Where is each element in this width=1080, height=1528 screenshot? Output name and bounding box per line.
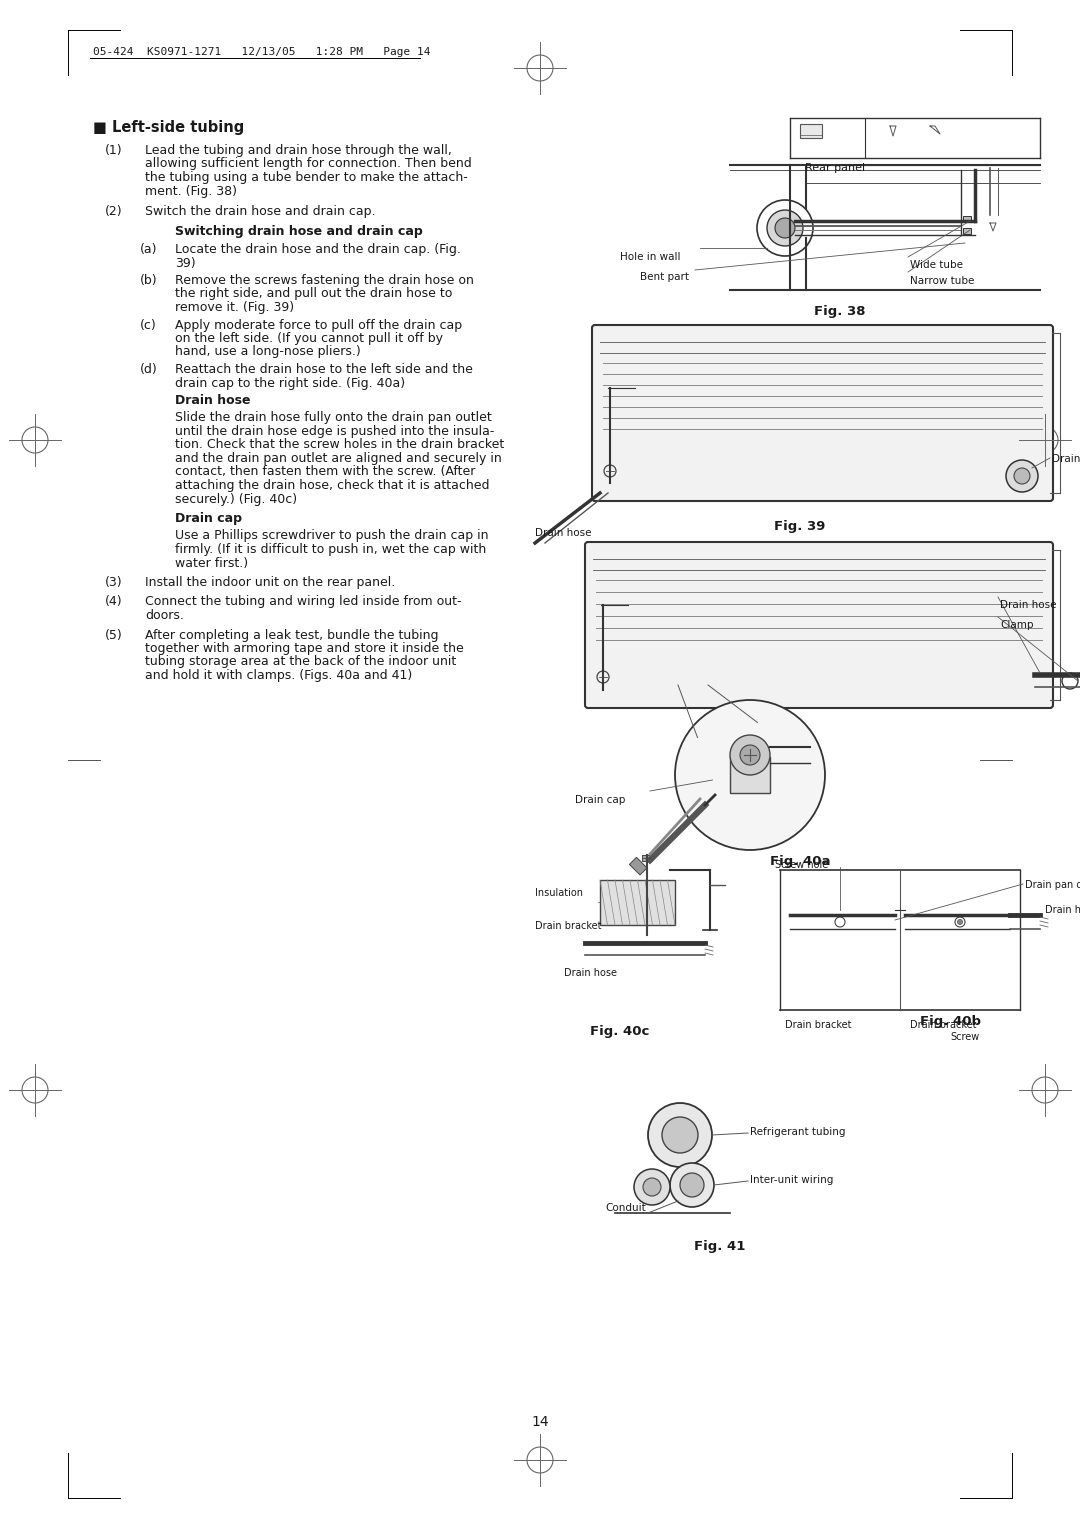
Text: tubing storage area at the back of the indoor unit: tubing storage area at the back of the i… [145, 656, 456, 669]
Text: firmly. (If it is difficult to push in, wet the cap with: firmly. (If it is difficult to push in, … [175, 542, 486, 556]
Text: Fig. 40c: Fig. 40c [591, 1025, 650, 1038]
Text: Bent part: Bent part [640, 272, 689, 283]
Circle shape [634, 1169, 670, 1206]
Text: Drain hose: Drain hose [1045, 905, 1080, 915]
Text: allowing sufficient length for connection. Then bend: allowing sufficient length for connectio… [145, 157, 472, 171]
Text: (2): (2) [105, 205, 123, 219]
Bar [963, 228, 971, 234]
Bar [963, 215, 971, 222]
Text: After completing a leak test, bundle the tubing: After completing a leak test, bundle the… [145, 628, 438, 642]
Text: Switching drain hose and drain cap: Switching drain hose and drain cap [175, 226, 422, 238]
Text: Inter-unit wiring: Inter-unit wiring [750, 1175, 834, 1186]
Text: Drain hose: Drain hose [1000, 601, 1056, 610]
Circle shape [670, 1163, 714, 1207]
Circle shape [958, 920, 962, 924]
Text: Drain cap: Drain cap [575, 795, 625, 805]
Bar [630, 857, 647, 876]
Text: Lead the tubing and drain hose through the wall,: Lead the tubing and drain hose through t… [145, 144, 451, 157]
Text: Fig. 41: Fig. 41 [694, 1241, 745, 1253]
Text: Connect the tubing and wiring led inside from out-: Connect the tubing and wiring led inside… [145, 596, 461, 608]
Text: Drain bracket: Drain bracket [910, 1021, 976, 1030]
Text: Wide tube: Wide tube [910, 260, 963, 270]
Text: (a): (a) [140, 243, 158, 257]
Text: together with armoring tape and store it inside the: together with armoring tape and store it… [145, 642, 463, 656]
Text: (b): (b) [140, 274, 158, 287]
FancyBboxPatch shape [585, 542, 1053, 707]
Text: and hold it with clamps. (Figs. 40a and 41): and hold it with clamps. (Figs. 40a and … [145, 669, 413, 681]
FancyBboxPatch shape [592, 325, 1053, 501]
Circle shape [643, 1178, 661, 1196]
Circle shape [767, 209, 804, 246]
Circle shape [648, 1103, 712, 1167]
Text: Drain cap: Drain cap [175, 512, 242, 526]
Text: Insulation: Insulation [535, 888, 583, 898]
Text: Conduit: Conduit [605, 1203, 646, 1213]
Text: Remove the screws fastening the drain hose on: Remove the screws fastening the drain ho… [175, 274, 474, 287]
Text: Switch the drain hose and drain cap.: Switch the drain hose and drain cap. [145, 205, 376, 219]
Text: Narrow tube: Narrow tube [910, 277, 974, 286]
Text: Apply moderate force to pull off the drain cap: Apply moderate force to pull off the dra… [175, 318, 462, 332]
Text: Fig. 38: Fig. 38 [814, 306, 866, 318]
Text: Drain bracket: Drain bracket [535, 921, 602, 931]
Text: water first.): water first.) [175, 556, 248, 570]
Text: Drain bracket: Drain bracket [785, 1021, 851, 1030]
Text: Reattach the drain hose to the left side and the: Reattach the drain hose to the left side… [175, 364, 473, 376]
Text: 39): 39) [175, 257, 195, 269]
Text: (5): (5) [105, 628, 123, 642]
Circle shape [662, 1117, 698, 1154]
Text: doors.: doors. [145, 610, 184, 622]
Text: (c): (c) [140, 318, 157, 332]
Circle shape [775, 219, 795, 238]
Text: Drain cap: Drain cap [1052, 454, 1080, 465]
Text: Fig. 40a: Fig. 40a [770, 856, 831, 868]
Circle shape [730, 735, 770, 775]
Circle shape [740, 746, 760, 766]
Text: Clamp: Clamp [1000, 620, 1034, 630]
Text: Screw: Screw [950, 1031, 980, 1042]
Text: contact, then fasten them with the screw. (After: contact, then fasten them with the screw… [175, 466, 475, 478]
Circle shape [1014, 468, 1030, 484]
Text: the tubing using a tube bender to make the attach-: the tubing using a tube bender to make t… [145, 171, 468, 183]
Bar [600, 880, 675, 924]
Text: 14: 14 [531, 1415, 549, 1429]
Text: Screw hole: Screw hole [775, 860, 828, 869]
Bar [642, 856, 652, 860]
Text: securely.) (Fig. 40c): securely.) (Fig. 40c) [175, 492, 297, 506]
Text: ment. (Fig. 38): ment. (Fig. 38) [145, 185, 237, 197]
Text: (3): (3) [105, 576, 123, 588]
Text: on the left side. (If you cannot pull it off by: on the left side. (If you cannot pull it… [175, 332, 443, 345]
Text: (1): (1) [105, 144, 123, 157]
Text: the right side, and pull out the drain hose to: the right side, and pull out the drain h… [175, 287, 453, 301]
Text: drain cap to the right side. (Fig. 40a): drain cap to the right side. (Fig. 40a) [175, 376, 405, 390]
Text: Locate the drain hose and the drain cap. (Fig.: Locate the drain hose and the drain cap.… [175, 243, 461, 257]
Bar [730, 756, 770, 793]
Text: Hole in wall: Hole in wall [620, 252, 680, 261]
Circle shape [680, 1174, 704, 1196]
Text: ■ Left-side tubing: ■ Left-side tubing [93, 121, 244, 134]
Text: Rear panel: Rear panel [805, 163, 865, 173]
Text: Drain hose: Drain hose [535, 529, 592, 538]
Text: (4): (4) [105, 596, 123, 608]
Text: Drain hose: Drain hose [564, 969, 617, 978]
Text: Fig. 39: Fig. 39 [774, 520, 826, 533]
Text: Fig. 40b: Fig. 40b [919, 1015, 981, 1028]
Text: and the drain pan outlet are aligned and securely in: and the drain pan outlet are aligned and… [175, 452, 502, 465]
Text: Refrigerant tubing: Refrigerant tubing [750, 1128, 846, 1137]
Circle shape [675, 700, 825, 850]
Text: hand, use a long-nose pliers.): hand, use a long-nose pliers.) [175, 345, 361, 359]
Text: Drain hose: Drain hose [175, 394, 251, 406]
Circle shape [1005, 460, 1038, 492]
Text: Use a Phillips screwdriver to push the drain cap in: Use a Phillips screwdriver to push the d… [175, 530, 488, 542]
Text: remove it. (Fig. 39): remove it. (Fig. 39) [175, 301, 294, 313]
Text: Slide the drain hose fully onto the drain pan outlet: Slide the drain hose fully onto the drai… [175, 411, 491, 425]
Text: attaching the drain hose, check that it is attached: attaching the drain hose, check that it … [175, 478, 489, 492]
Text: Install the indoor unit on the rear panel.: Install the indoor unit on the rear pane… [145, 576, 395, 588]
Text: (d): (d) [140, 364, 158, 376]
Text: until the drain hose edge is pushed into the insula-: until the drain hose edge is pushed into… [175, 425, 495, 439]
Bar [800, 124, 822, 138]
Text: Drain pan outlet: Drain pan outlet [1025, 880, 1080, 889]
Text: tion. Check that the screw holes in the drain bracket: tion. Check that the screw holes in the … [175, 439, 504, 451]
Text: 05-424  KS0971-1271   12/13/05   1:28 PM   Page 14: 05-424 KS0971-1271 12/13/05 1:28 PM Page… [93, 47, 431, 57]
